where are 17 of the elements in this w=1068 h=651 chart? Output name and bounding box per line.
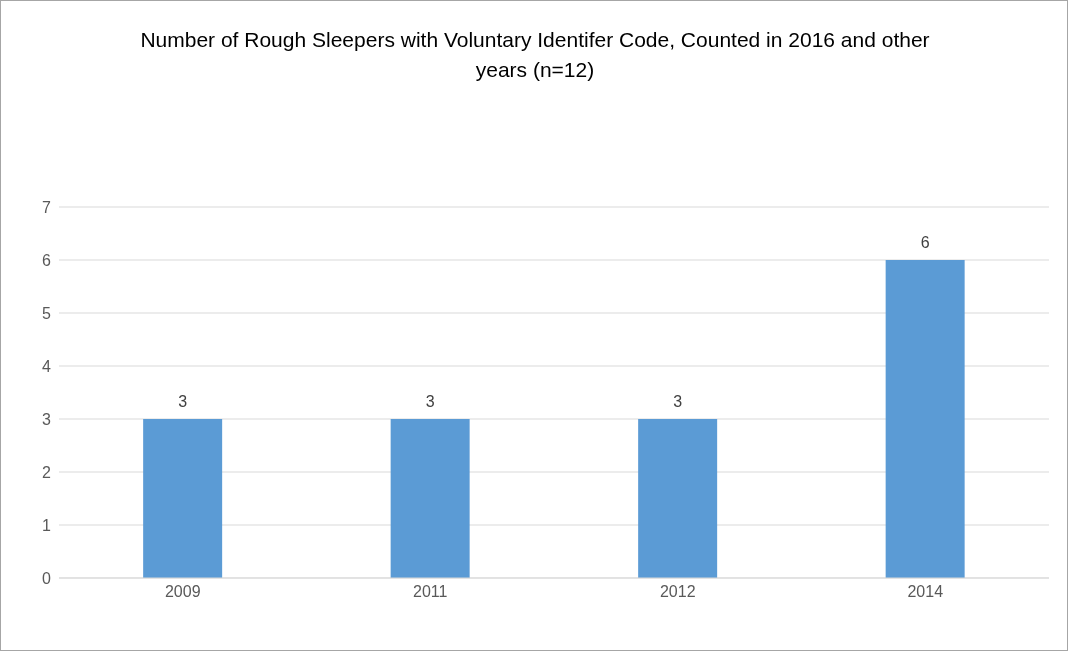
y-tick-label: 7 bbox=[42, 198, 52, 216]
chart-title: Number of Rough Sleepers with Voluntary Identifer Code, Counted in 2016 and other years (n=12) bbox=[139, 27, 931, 83]
y-tick-label: 6 bbox=[42, 251, 52, 269]
y-tick-label: 1 bbox=[42, 516, 52, 534]
y-tick-label: 0 bbox=[42, 569, 52, 587]
y-tick-label: 5 bbox=[42, 304, 52, 322]
y-tick-label: 3 bbox=[42, 410, 52, 428]
data-label: 3 bbox=[425, 393, 435, 410]
data-label: 3 bbox=[178, 393, 188, 410]
data-label: 3 bbox=[673, 393, 683, 410]
x-tick-label: 2012 bbox=[659, 583, 696, 601]
x-tick-label: 2011 bbox=[413, 583, 448, 601]
data-label: 6 bbox=[920, 234, 930, 251]
y-tick-label: 4 bbox=[42, 357, 52, 375]
x-tick-label: 2014 bbox=[907, 583, 944, 601]
y-tick-label: 2 bbox=[42, 463, 52, 481]
x-tick-label: 2009 bbox=[164, 583, 201, 601]
